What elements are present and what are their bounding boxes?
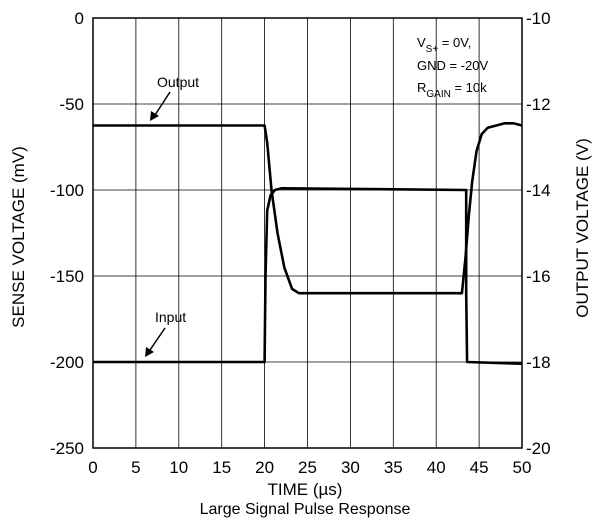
input-label-arrow-shaft [149, 327, 166, 351]
y-tick-label: -100 [50, 181, 84, 200]
y2-axis-title: OUTPUT VOLTAGE (V) [573, 138, 592, 317]
x-tick-label: 35 [384, 458, 403, 477]
y2-tick-label: -16 [526, 267, 551, 286]
y2-tick-label: -18 [526, 353, 551, 372]
y2-tick-label: -12 [526, 95, 551, 114]
x-tick-label: 20 [255, 458, 274, 477]
x-tick-labels: 0 5 10 15 20 25 30 35 40 45 50 [88, 458, 531, 477]
y-tick-label: -150 [50, 267, 84, 286]
series-line-input [93, 187, 523, 365]
y-tick-label: 0 [75, 9, 84, 28]
input-label-arrowhead [145, 347, 154, 357]
y2-tick-labels: -10 -12 -14 -16 -18 -20 [526, 9, 551, 458]
x-tick-label: 5 [131, 458, 140, 477]
x-tick-label: 40 [427, 458, 446, 477]
output-label-text: Output [157, 74, 199, 90]
output-label-arrowhead [150, 111, 159, 121]
y2-tick-label: -20 [526, 439, 551, 458]
x-tick-label: 10 [169, 458, 188, 477]
conditions-annotation: VS+ = 0V, GND = -20V RGAIN = 10k [417, 35, 488, 100]
annotation-line-1: VS+ = 0V, [417, 35, 471, 55]
x-tick-label: 15 [212, 458, 231, 477]
y2-tick-label: -10 [526, 9, 551, 28]
plot-area [92, 17, 523, 449]
annotation-line-3: RGAIN = 10k [417, 80, 487, 100]
output-label-arrow-shaft [154, 91, 171, 116]
x-axis-title: TIME (µs) [268, 480, 343, 499]
x-tick-label: 45 [470, 458, 489, 477]
x-tick-label: 30 [341, 458, 360, 477]
y-tick-label: -250 [50, 439, 84, 458]
input-series-label: Input [145, 309, 186, 357]
input-label-text: Input [155, 309, 186, 325]
x-tick-label: 50 [513, 458, 532, 477]
output-series-label: Output [150, 74, 199, 121]
y-axis-title: SENSE VOLTAGE (mV) [9, 146, 28, 328]
chart-caption: Large Signal Pulse Response [200, 501, 411, 518]
x-tick-label: 25 [298, 458, 317, 477]
y-tick-label: -50 [59, 95, 84, 114]
y2-tick-label: -14 [526, 181, 551, 200]
annotation-line-2: GND = -20V [417, 58, 488, 73]
y-tick-label: -200 [50, 353, 84, 372]
x-tick-label: 0 [88, 458, 97, 477]
y-tick-labels: 0 -50 -100 -150 -200 -250 [50, 9, 84, 458]
series-lines [93, 122, 523, 365]
